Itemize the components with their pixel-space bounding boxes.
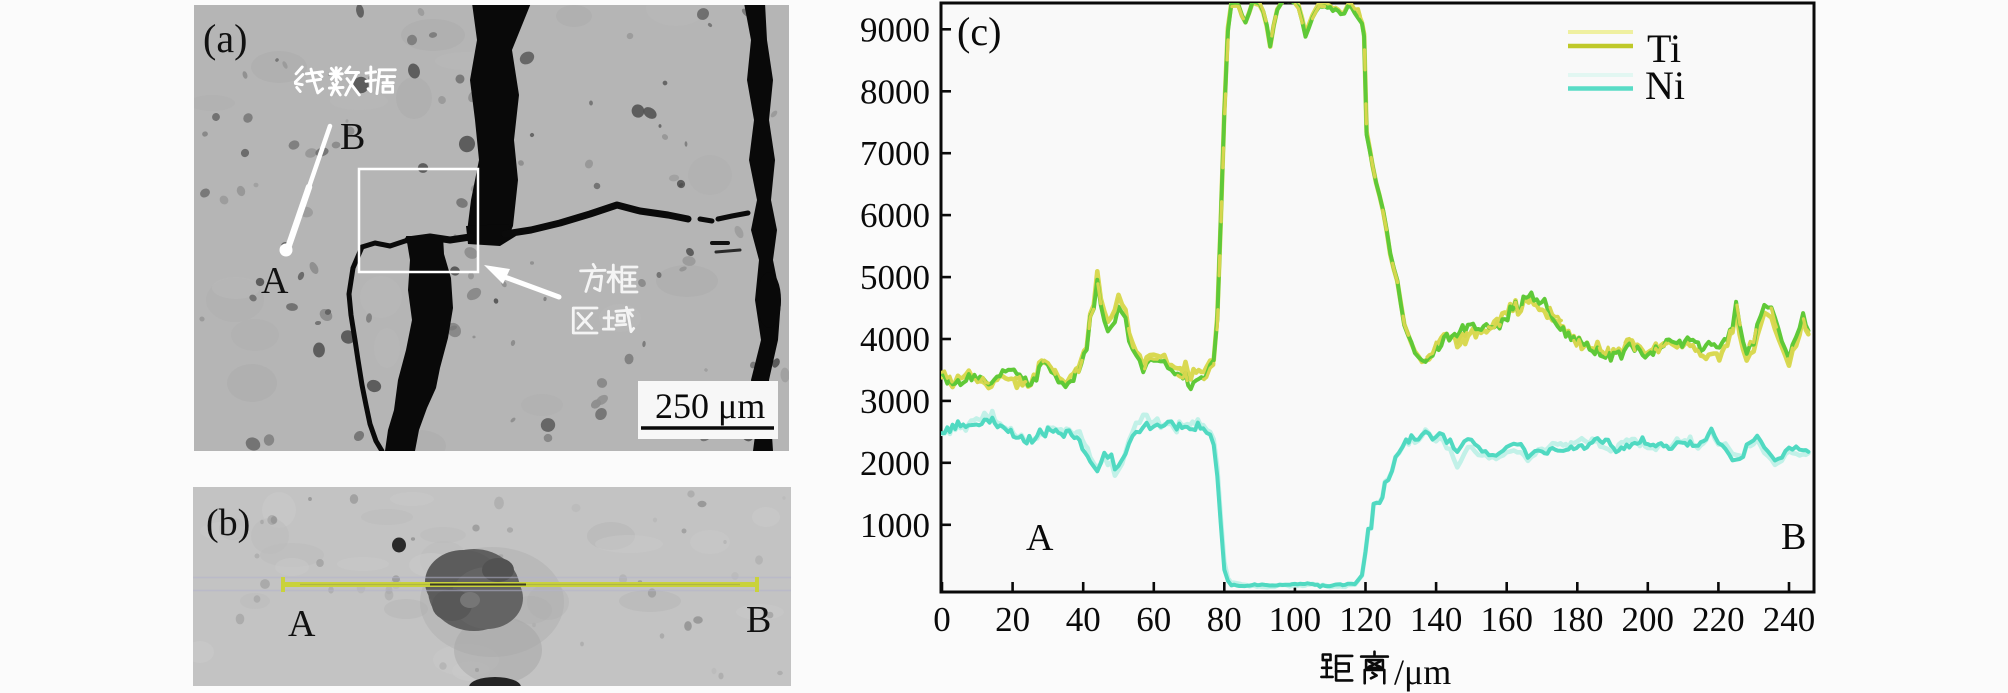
svg-text:A: A xyxy=(288,603,316,645)
svg-text:5000: 5000 xyxy=(860,258,930,297)
svg-text:220: 220 xyxy=(1692,600,1745,639)
svg-text:2000: 2000 xyxy=(860,444,930,483)
svg-text:B: B xyxy=(746,599,771,641)
svg-text:250 μm: 250 μm xyxy=(655,386,765,426)
svg-text:4000: 4000 xyxy=(860,320,930,359)
svg-text:B: B xyxy=(340,116,365,158)
svg-text:0: 0 xyxy=(933,600,951,639)
svg-text:160: 160 xyxy=(1480,600,1533,639)
svg-text:6000: 6000 xyxy=(860,196,930,235)
svg-text:240: 240 xyxy=(1763,600,1816,639)
svg-text:8000: 8000 xyxy=(860,72,930,111)
svg-text:/μm: /μm xyxy=(1394,652,1451,692)
svg-text:180: 180 xyxy=(1551,600,1604,639)
svg-text:A: A xyxy=(261,260,289,302)
svg-text:(a): (a) xyxy=(203,16,247,61)
svg-text:40: 40 xyxy=(1066,600,1101,639)
svg-text:80: 80 xyxy=(1207,600,1242,639)
svg-text:20: 20 xyxy=(995,600,1030,639)
svg-text:7000: 7000 xyxy=(860,134,930,173)
svg-text:(c): (c) xyxy=(957,9,1001,54)
svg-text:B: B xyxy=(1781,516,1806,558)
svg-text:Ni: Ni xyxy=(1645,63,1685,108)
svg-text:60: 60 xyxy=(1136,600,1171,639)
svg-text:100: 100 xyxy=(1269,600,1322,639)
svg-text:Ti: Ti xyxy=(1647,26,1681,71)
svg-text:120: 120 xyxy=(1339,600,1392,639)
svg-text:1000: 1000 xyxy=(860,506,930,545)
svg-text:200: 200 xyxy=(1622,600,1675,639)
svg-text:(b): (b) xyxy=(206,502,250,544)
svg-text:140: 140 xyxy=(1410,600,1463,639)
svg-text:3000: 3000 xyxy=(860,382,930,421)
svg-text:9000: 9000 xyxy=(860,10,930,49)
svg-text:A: A xyxy=(1026,517,1054,559)
